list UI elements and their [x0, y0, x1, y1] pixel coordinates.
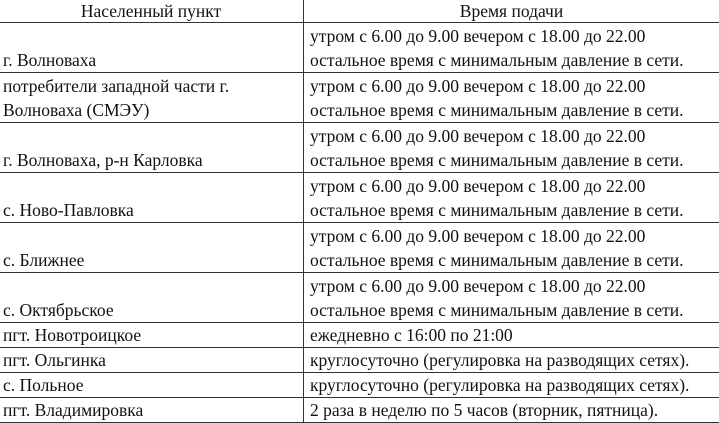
table-row: пгт. Владимировка 2 раза в неделю по 5 ча… [0, 398, 719, 423]
time-cell-line: круглосуточно (регулировка на разводящих… [310, 348, 715, 372]
table-row: пгт. Новотроицкое ежедневно с 16:00 по 21… [0, 323, 719, 348]
time-cell-line: утром с 6.00 до 9.00 вечером с 18.00 до … [310, 274, 715, 298]
place-cell: г. Волноваха [0, 23, 304, 73]
table-row: с. Ближнее утром с 6.00 до 9.00 вечером с… [0, 223, 719, 273]
time-cell-line: ежедневно с 16:00 по 21:00 [310, 323, 715, 347]
place-cell: пгт. Владимировка [0, 398, 304, 423]
place-cell: с. Ново-Павловка [0, 173, 304, 223]
place-cell-line: пгт. Ольгинка [3, 348, 299, 372]
place-cell-line: Волноваха (СМЭУ) [3, 98, 299, 122]
time-cell: утром с 6.00 до 9.00 вечером с 18.00 до … [304, 23, 719, 73]
time-cell: утром с 6.00 до 9.00 вечером с 18.00 до … [304, 223, 719, 273]
place-cell-line: г. Волноваха, р-н Карловка [3, 148, 299, 172]
table-row: г. Волноваха утром с 6.00 до 9.00 вечером… [0, 23, 719, 73]
time-cell: круглосуточно (регулировка на разводящих… [304, 348, 719, 373]
place-cell-line: г. Волноваха [3, 48, 299, 72]
place-cell-line: пгт. Владимировка [3, 398, 299, 422]
place-cell-line: пгт. Новотроицкое [3, 323, 299, 347]
table-row: с. Октябрьское утром с 6.00 до 9.00 вечер… [0, 273, 719, 323]
place-cell: потребители западной части г.Волноваха (… [0, 73, 304, 123]
table-row: г. Волноваха, р-н Карловка утром с 6.00 д… [0, 123, 719, 173]
time-cell: утром с 6.00 до 9.00 вечером с 18.00 до … [304, 173, 719, 223]
header-time: Время подачи [304, 0, 719, 23]
place-cell: с. Октябрьское [0, 273, 304, 323]
time-cell: 2 раза в неделю по 5 часов (вторник, пят… [304, 398, 719, 423]
time-cell-line: остальное время с минимальным давление в… [310, 298, 715, 322]
place-cell-line: с. Октябрьское [3, 298, 299, 322]
place-cell: с. Польное [0, 373, 304, 398]
time-cell-line: остальное время с минимальным давление в… [310, 48, 715, 72]
time-cell-line: 2 раза в неделю по 5 часов (вторник, пят… [310, 398, 715, 422]
place-cell: с. Ближнее [0, 223, 304, 273]
time-cell-line: утром с 6.00 до 9.00 вечером с 18.00 до … [310, 124, 715, 148]
time-cell: ежедневно с 16:00 по 21:00 [304, 323, 719, 348]
table-row: с. Польное круглосуточно (регулировка на … [0, 373, 719, 398]
place-cell: г. Волноваха, р-н Карловка [0, 123, 304, 173]
time-cell-line: остальное время с минимальным давление в… [310, 248, 715, 272]
time-cell-line: остальное время с минимальным давление в… [310, 198, 715, 222]
time-cell: утром с 6.00 до 9.00 вечером с 18.00 до … [304, 73, 719, 123]
place-cell: пгт. Ольгинка [0, 348, 304, 373]
time-cell-line: круглосуточно (регулировка на разводящих… [310, 373, 715, 397]
time-cell: утром с 6.00 до 9.00 вечером с 18.00 до … [304, 273, 719, 323]
place-cell-line: с. Польное [3, 373, 299, 397]
header-row: Населенный пункт Время подачи [0, 0, 719, 23]
time-cell-line: утром с 6.00 до 9.00 вечером с 18.00 до … [310, 74, 715, 98]
time-cell-line: остальное время с минимальным давление в… [310, 98, 715, 122]
table-row: пгт. Ольгинка круглосуточно (регулировка … [0, 348, 719, 373]
place-cell-line: с. Ново-Павловка [3, 198, 299, 222]
place-cell-line: с. Ближнее [3, 248, 299, 272]
table-row: потребители западной части г.Волноваха (… [0, 73, 719, 123]
time-cell: утром с 6.00 до 9.00 вечером с 18.00 до … [304, 123, 719, 173]
time-cell: круглосуточно (регулировка на разводящих… [304, 373, 719, 398]
place-cell-line: потребители западной части г. [3, 74, 299, 98]
time-cell-line: утром с 6.00 до 9.00 вечером с 18.00 до … [310, 24, 715, 48]
table-row: с. Ново-Павловка утром с 6.00 до 9.00 веч… [0, 173, 719, 223]
time-cell-line: утром с 6.00 до 9.00 вечером с 18.00 до … [310, 224, 715, 248]
time-cell-line: утром с 6.00 до 9.00 вечером с 18.00 до … [310, 174, 715, 198]
header-place: Населенный пункт [0, 0, 304, 23]
place-cell: пгт. Новотроицкое [0, 323, 304, 348]
time-cell-line: остальное время с минимальным давление в… [310, 148, 715, 172]
